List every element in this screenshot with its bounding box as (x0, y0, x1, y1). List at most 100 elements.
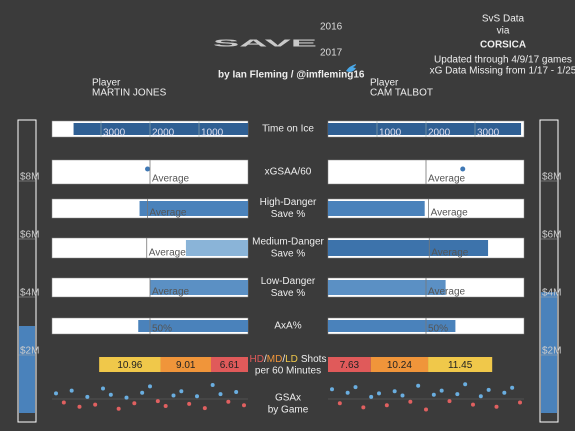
segment-label: 10.96 (117, 360, 142, 371)
bar (138, 320, 248, 332)
metric-title: Save % (271, 209, 306, 220)
game-dot (337, 401, 342, 406)
metric-title: Time on Ice (262, 124, 314, 135)
player-label: Player (92, 78, 121, 89)
average-label: Average (428, 287, 466, 298)
year-bottom: 2017 (320, 48, 343, 59)
stack-segment (370, 357, 429, 372)
salary-tick-label: $8M (542, 172, 561, 183)
dot (145, 166, 151, 172)
legend-entry: LD (285, 354, 298, 365)
scatter-title: by Game (268, 405, 309, 416)
game-dot (400, 393, 405, 398)
game-dot (510, 385, 515, 390)
game-dot (210, 383, 215, 387)
game-dot (124, 395, 129, 400)
game-dot (226, 399, 231, 404)
game-dot (502, 390, 507, 395)
game-dot (463, 382, 468, 387)
metric-title: xGSAA/60 (265, 167, 312, 178)
game-dot (187, 401, 192, 406)
tick-label: 1000 (201, 128, 224, 139)
game-dot (108, 392, 113, 397)
average-label: Average (431, 208, 469, 219)
game-dot (148, 384, 152, 389)
salary-bar (19, 326, 35, 413)
game-dot (431, 392, 436, 397)
metric-title: High-Danger (260, 197, 317, 208)
segment-label: 10.24 (387, 360, 412, 371)
game-dot (77, 404, 82, 409)
source-line: SvS Data (482, 14, 525, 25)
legend-entry: HD (250, 354, 264, 365)
game-dot (424, 407, 428, 412)
player-label: Player (370, 78, 399, 89)
metric-title: Low-Danger (261, 276, 316, 287)
metric-title: Save % (271, 249, 306, 260)
game-dot (171, 393, 176, 398)
game-dot (116, 406, 121, 411)
stack-segment (328, 357, 371, 372)
game-dot (85, 394, 90, 399)
salary-frame (539, 119, 559, 423)
average-label: Average (431, 248, 469, 259)
segment-label: 9.01 (176, 360, 196, 371)
bar (73, 123, 248, 135)
game-dot (330, 387, 334, 392)
game-dot (101, 386, 105, 391)
game-dot (416, 383, 421, 388)
salary-tick-label: $6M (542, 230, 561, 241)
bar (328, 240, 489, 256)
game-dot (234, 390, 239, 394)
tick-label: 3000 (103, 128, 126, 139)
metric-title: Save % (271, 288, 306, 299)
shots-title-suffix: Shots (301, 354, 327, 365)
stack-segment (428, 357, 493, 372)
source-logo: CORSICA (480, 40, 526, 51)
stack-segment (99, 357, 161, 372)
game-dot (439, 388, 444, 393)
salary-tick-label: $4M (20, 288, 39, 299)
title: SAVE (213, 39, 318, 50)
average-label: 50% (152, 324, 172, 335)
stack-segment (210, 357, 248, 372)
average-label: 50% (428, 324, 448, 335)
game-dot (179, 389, 184, 394)
average-label: Average (149, 208, 187, 219)
source-line: via (497, 26, 510, 37)
game-dot (392, 389, 397, 394)
legend-entry: MD (267, 354, 283, 365)
game-dot (163, 404, 168, 408)
game-dot (132, 401, 137, 406)
separator: / (282, 354, 285, 365)
game-dot (218, 392, 223, 397)
stack-segment (160, 357, 211, 372)
bar (139, 201, 248, 216)
salary-tick-label: $6M (20, 230, 39, 241)
game-dot (353, 385, 358, 390)
bar (328, 123, 522, 135)
game-dot (518, 400, 522, 405)
game-dot (447, 399, 452, 404)
shots-subtitle: per 60 Minutes (255, 366, 321, 377)
game-dot (361, 405, 366, 410)
average-label: Average (428, 174, 466, 185)
game-dot (486, 387, 491, 392)
game-dot (345, 390, 350, 395)
bar (328, 201, 425, 216)
game-dot (61, 400, 66, 405)
tick-label: 3000 (477, 128, 500, 139)
dot (460, 166, 466, 172)
game-dot (93, 402, 98, 407)
tick-label: 2000 (152, 128, 175, 139)
game-dot (242, 403, 246, 408)
segment-label: 7.63 (340, 360, 360, 371)
game-dot (202, 406, 207, 411)
game-dot (54, 391, 58, 396)
shots-title: HD/MD/LD Shots (250, 354, 327, 365)
salary-bar (541, 292, 557, 413)
game-dot (384, 403, 389, 408)
average-label: Average (152, 287, 190, 298)
game-dot (478, 394, 483, 399)
